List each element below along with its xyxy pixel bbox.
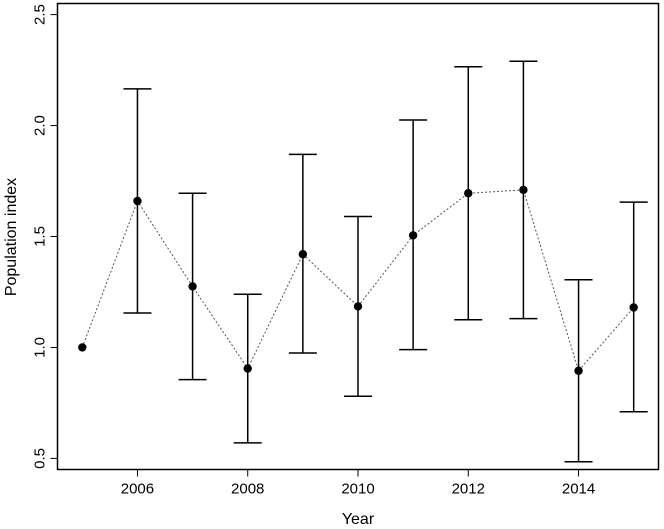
data-point-2015 — [629, 303, 638, 312]
data-point-2013 — [519, 185, 528, 195]
x-tick-label-2010: 2010 — [341, 481, 374, 498]
data-point-2014 — [574, 366, 583, 375]
x-tick-label-2014: 2014 — [562, 481, 595, 498]
data-point-2010 — [353, 302, 363, 311]
x-axis: 2006 2008 2010 2012 2014 — [121, 469, 595, 498]
data-point-2006 — [133, 196, 142, 206]
x-tick-label-2006: 2006 — [121, 481, 154, 498]
y-tick-label-2.5: 2.5 — [32, 4, 49, 25]
data-point-2012 — [464, 189, 473, 198]
x-axis-label: Year — [342, 511, 375, 528]
data-point-2011 — [408, 231, 418, 240]
data-point-2007 — [188, 282, 197, 291]
y-tick-label-1: 1.0 — [32, 337, 49, 358]
series-connecting-line — [81, 189, 635, 372]
y-tick-label-2: 2.0 — [32, 115, 49, 136]
y-tick-label-1.5: 1.5 — [32, 226, 49, 247]
data-point-2008 — [243, 364, 252, 373]
x-tick-label-2012: 2012 — [452, 481, 485, 498]
data-point-2005 — [78, 343, 87, 352]
data-point-2009 — [298, 250, 308, 259]
y-axis: 0.5 1.0 1.5 2.0 2.5 — [32, 4, 58, 469]
y-axis-label: Population index — [3, 178, 20, 296]
x-tick-label-2008: 2008 — [231, 481, 264, 498]
y-tick-label-0.5: 0.5 — [32, 448, 49, 469]
data-marks — [78, 60, 648, 463]
